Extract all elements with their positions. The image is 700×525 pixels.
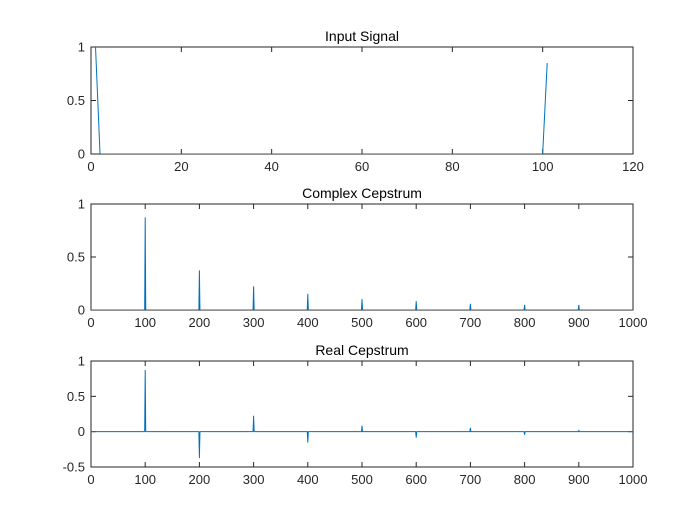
- x-tick-label: 0: [87, 472, 94, 487]
- x-tick-label: 20: [174, 159, 188, 174]
- x-tick-label: 40: [264, 159, 278, 174]
- subplot-1: Input Signal 0 20 40 60 80 100 120 0 0.5 1: [67, 28, 644, 174]
- x-tick-label: 80: [445, 159, 459, 174]
- series-line: [95, 47, 548, 154]
- y-tick-label: 1: [78, 197, 85, 212]
- subplot-title: Real Cepstrum: [315, 342, 408, 358]
- x-tick-label: 700: [460, 472, 482, 487]
- x-tick-label: 120: [622, 159, 644, 174]
- y-tick-label: 0.5: [67, 93, 85, 108]
- x-tick-label: 1000: [619, 472, 648, 487]
- x-tick-label: 500: [351, 472, 373, 487]
- x-tick-label: 60: [355, 159, 369, 174]
- axes-box: [90, 360, 634, 468]
- x-tick-label: 100: [134, 472, 156, 487]
- y-tick-label: 0: [78, 424, 85, 439]
- x-tick-label: 400: [297, 472, 319, 487]
- y-tick-label: 0.5: [67, 250, 85, 265]
- x-tick-label: 900: [568, 315, 590, 330]
- x-tick-label: 300: [243, 315, 265, 330]
- x-tick-label: 600: [405, 315, 427, 330]
- y-tick-label: 1: [78, 354, 85, 369]
- y-tick-label: 0: [78, 303, 85, 318]
- subplot-title: Input Signal: [325, 28, 399, 44]
- subplot-2: Complex Cepstrum 0 100 200 300 400 500 600 700 80…: [67, 185, 648, 330]
- x-tick-label: 600: [405, 472, 427, 487]
- x-tick-label: 0: [87, 159, 94, 174]
- x-tick-label: 800: [514, 315, 536, 330]
- x-tick-label: 100: [134, 315, 156, 330]
- subplot-3: Real Cepstrum 0 100 200 300 400 500 600 700 800 90…: [63, 342, 648, 487]
- y-tick-label: 1: [78, 40, 85, 55]
- y-tick-label: 0: [78, 147, 85, 162]
- x-tick-label: 100: [532, 159, 554, 174]
- x-tick-label: 500: [351, 315, 373, 330]
- x-tick-label: 800: [514, 472, 536, 487]
- x-tick-label: 900: [568, 472, 590, 487]
- x-tick-label: 0: [87, 315, 94, 330]
- x-tick-label: 300: [243, 472, 265, 487]
- x-tick-label: 200: [189, 472, 211, 487]
- x-tick-label: 200: [189, 315, 211, 330]
- x-tick-label: 400: [297, 315, 319, 330]
- y-tick-label: -0.5: [63, 460, 85, 475]
- y-tick-label: 0.5: [67, 389, 85, 404]
- x-tick-label: 700: [460, 315, 482, 330]
- subplot-title: Complex Cepstrum: [302, 185, 422, 201]
- series-line: [91, 217, 633, 310]
- x-tick-label: 1000: [619, 315, 648, 330]
- axes-box: [90, 46, 634, 155]
- axes-box: [90, 203, 634, 311]
- series-line: [91, 369, 633, 459]
